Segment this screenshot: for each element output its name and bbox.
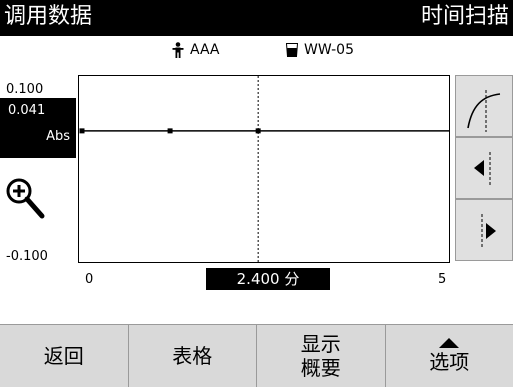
options-button[interactable]: 选项: [385, 324, 513, 387]
current-value: 0.041: [8, 103, 46, 118]
back-label: 返回: [43, 344, 84, 368]
user-label: AAA: [190, 42, 220, 58]
triangle-up-icon: [439, 338, 460, 348]
table-label: 表格: [172, 344, 213, 368]
y-max-label: 0.100: [6, 82, 44, 97]
summary-label-line1: 显示: [300, 332, 341, 356]
data-point: [255, 128, 261, 134]
data-point: [167, 128, 173, 134]
person-icon: [172, 42, 184, 58]
title-bar: 调用数据 时间扫描: [0, 0, 513, 36]
cursor-right-icon: [481, 214, 496, 248]
cursor-right-button[interactable]: [455, 199, 513, 261]
time-scan-chart: [79, 76, 449, 262]
options-label: 选项: [429, 350, 470, 374]
cursor-left-button[interactable]: [455, 137, 513, 199]
show-summary-button[interactable]: 显示 概要: [257, 324, 386, 387]
back-button[interactable]: 返回: [0, 324, 129, 387]
unit-label: Abs: [46, 129, 70, 144]
x-end-label: 5: [438, 272, 447, 287]
mode-title: 时间扫描: [420, 4, 509, 29]
screen-title: 调用数据: [4, 4, 93, 29]
cursor-left-icon: [474, 152, 491, 186]
sample-label: WW-05: [304, 42, 354, 58]
current-value-box: 0.041 Abs: [0, 98, 76, 158]
user-info: AAA: [172, 42, 220, 58]
table-button[interactable]: 表格: [128, 324, 257, 387]
footer-bar: 返回 表格 显示 概要 选项: [0, 324, 513, 387]
y-min-label: -0.100: [6, 249, 48, 264]
beaker-icon: [286, 43, 298, 57]
x-start-label: 0: [85, 272, 94, 287]
plot-area[interactable]: [78, 75, 450, 263]
data-point: [79, 128, 85, 134]
summary-label-line2: 概要: [300, 356, 341, 380]
zoom-in-icon[interactable]: [0, 172, 60, 232]
curve-fit-button[interactable]: [455, 75, 513, 137]
cursor-time-label: 2.400 分: [206, 268, 330, 290]
sample-info: WW-05: [286, 42, 354, 58]
curve-fit-icon: [467, 90, 501, 132]
